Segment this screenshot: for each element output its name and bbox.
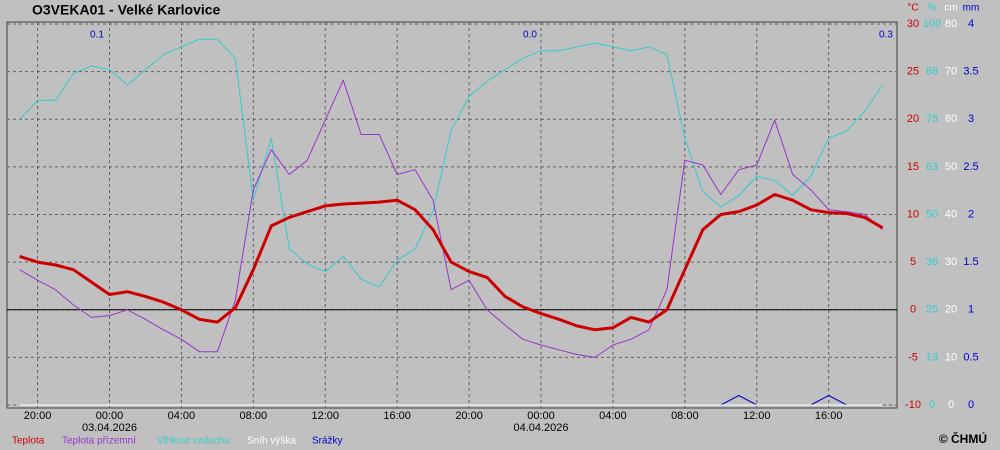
y-tick-label: 60 [945,113,957,125]
y-tick-label: 3.5 [963,66,978,78]
y-tick-label: 10 [907,208,919,220]
y-tick-label: 75 [926,113,938,125]
x-tick-label: 12:00 [743,410,771,422]
y-tick-label: 63 [926,161,938,173]
y-tick-label: 38 [926,256,938,268]
y-tick-label: 80 [945,18,957,30]
y-tick-label: 2 [968,208,974,220]
y-tick-label: 30 [945,256,957,268]
series-line [19,38,884,288]
axis-unit: cm [944,3,957,14]
x-tick-label: 08:00 [671,410,699,422]
y-tick-label: 25 [907,66,919,78]
date-label: 03.04.2026 [82,422,137,434]
y-tick-label: 70 [945,66,957,78]
daily-total: 0.1 [90,30,104,41]
legend-entry: Srážky [312,436,343,447]
x-tick-label: 20:00 [24,410,52,422]
axis-unit: mm [963,3,980,14]
y-tick-label: 1.5 [963,256,978,268]
copyright: © ČHMÚ [939,431,987,446]
x-tick-label: 12:00 [311,410,339,422]
y-tick-label: 3 [968,113,974,125]
y-tick-label: 50 [926,208,938,220]
y-tick-label: 0 [968,399,974,411]
legend-entry: Sníh výška [247,436,296,447]
x-tick-label: 00:00 [96,410,124,422]
y-tick-label: 40 [945,208,957,220]
legend-entry: Teplota přízemní [62,436,136,447]
y-tick-label: 20 [907,113,919,125]
chart-title: O3VEKA01 - Velké Karlovice [32,2,221,18]
series-line [19,79,883,358]
x-tick-label: 20:00 [455,410,483,422]
y-tick-label: -5 [908,351,918,363]
y-tick-label: 50 [945,161,957,173]
x-tick-label: 04:00 [168,410,196,422]
x-tick-label: 16:00 [815,410,843,422]
y-tick-label: 0.5 [963,351,978,363]
legend-entry: Teplota [12,436,45,447]
daily-total: 0.3 [879,30,893,41]
y-tick-label: 0 [929,399,935,411]
axis-unit: % [928,3,937,14]
y-tick-label: 25 [926,304,938,316]
axis-unit: °C [907,3,918,14]
date-label: 04.04.2026 [513,422,568,434]
x-tick-label: 16:00 [383,410,411,422]
x-tick-label: 08:00 [240,410,268,422]
y-tick-label: 0 [948,399,954,411]
y-tick-label: 13 [926,351,938,363]
y-tick-label: 1 [968,304,974,316]
y-tick-label: 5 [910,256,916,268]
y-tick-label: 100 [923,18,941,30]
y-tick-label: 2.5 [963,161,978,173]
series-line [19,193,884,332]
legend-entry: Vlhkost vzduchu [157,436,230,447]
x-tick-label: 04:00 [599,410,627,422]
y-tick-label: 20 [945,304,957,316]
daily-total: 0.0 [523,30,537,41]
x-tick-label: 00:00 [527,410,555,422]
y-tick-label: 88 [926,66,938,78]
y-tick-label: 10 [945,351,957,363]
y-tick-label: 15 [907,161,919,173]
y-tick-label: 30 [907,18,919,30]
y-tick-label: -10 [905,399,921,411]
y-tick-label: 0 [910,304,916,316]
y-tick-label: 4 [968,18,974,30]
